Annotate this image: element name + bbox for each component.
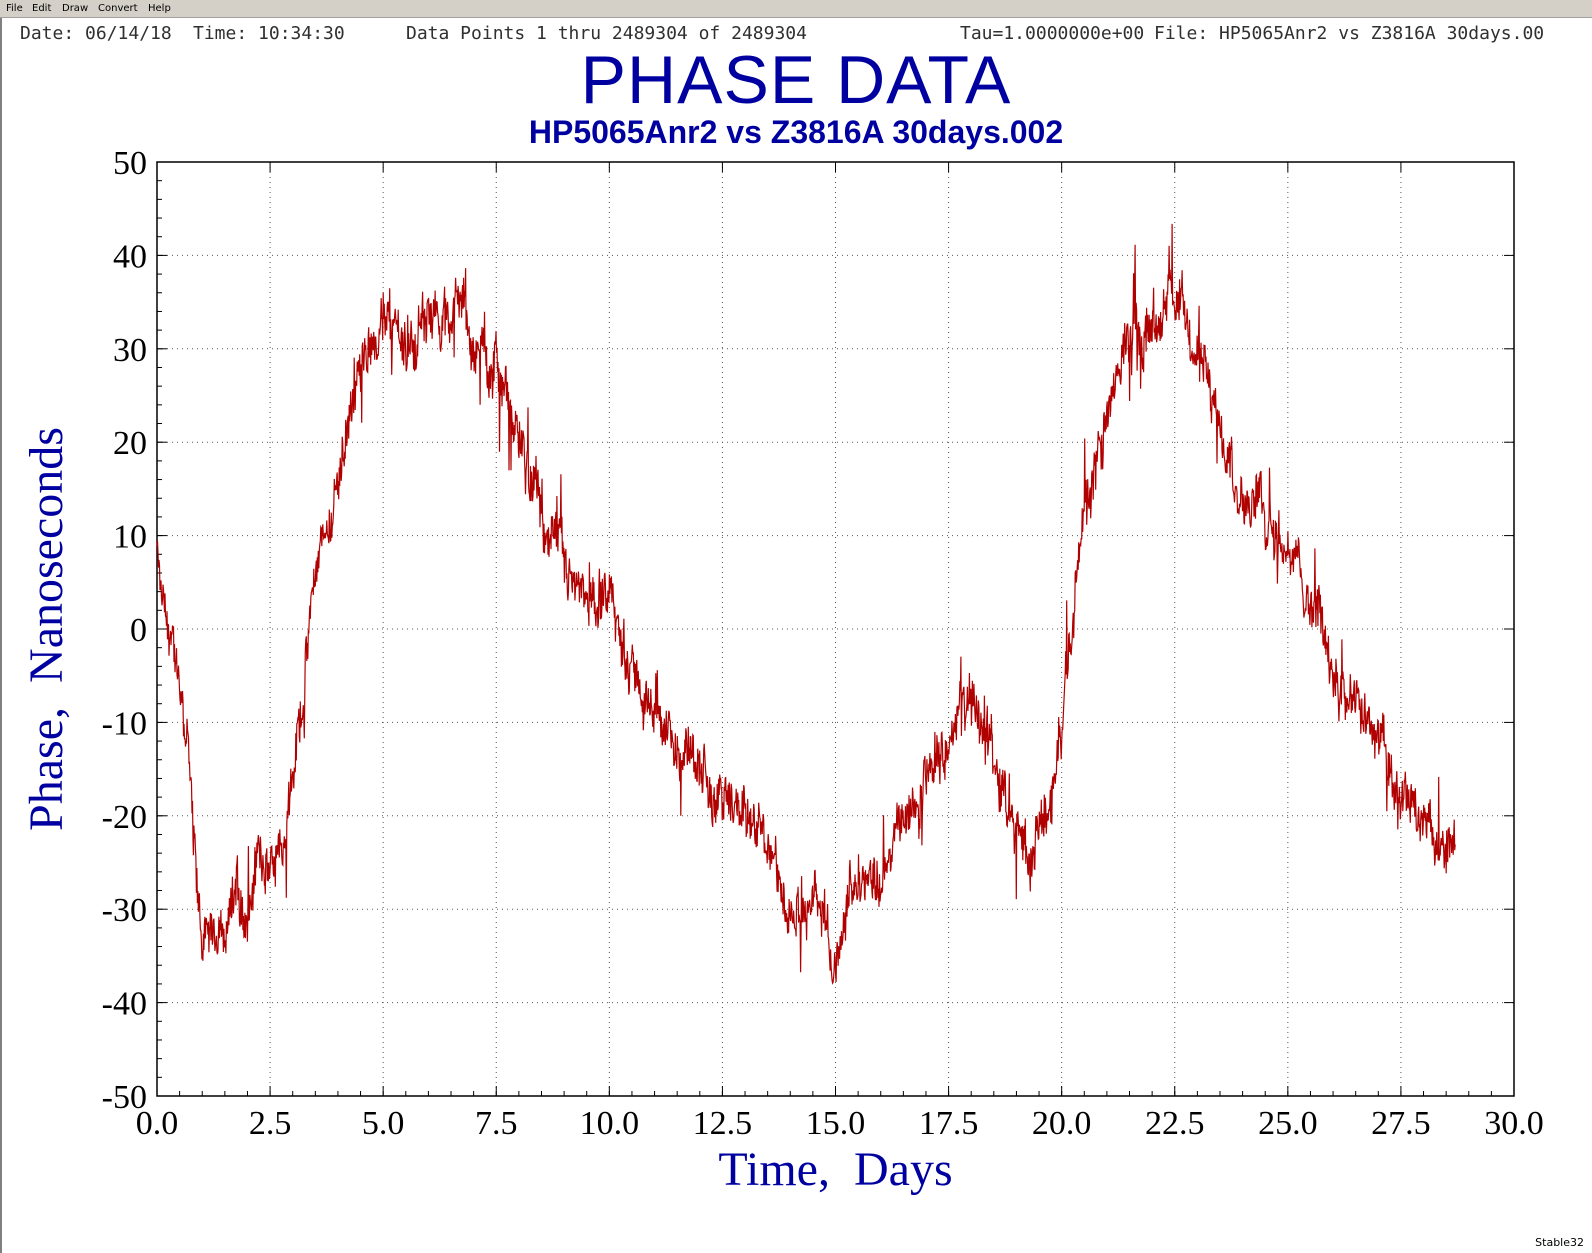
- x-tick-label: 27.5: [1371, 1105, 1431, 1142]
- menu-bar: File Edit Draw Convert Help: [0, 0, 1592, 18]
- y-tick-label: 0: [130, 612, 147, 649]
- window-left-edge: [0, 18, 2, 1253]
- y-tick-label: -50: [102, 1079, 147, 1116]
- x-tick-label: 22.5: [1145, 1105, 1205, 1142]
- header-file: File: HP5065Anr2 vs Z3816A 30days.00: [1154, 23, 1545, 44]
- x-tick-label: 17.5: [919, 1105, 979, 1142]
- y-tick-label: -20: [102, 799, 147, 836]
- menu-file[interactable]: File: [6, 3, 23, 14]
- y-tick-label: 10: [113, 519, 147, 556]
- x-axis-label: Time, Days: [718, 1143, 952, 1196]
- header-date: Date: 06/14/18: [20, 23, 172, 44]
- menu-draw[interactable]: Draw: [62, 3, 89, 14]
- chart-subtitle: HP5065Anr2 vs Z3816A 30days.002: [528, 114, 1064, 150]
- header-data-points: Data Points 1 thru 2489304 of 2489304: [406, 23, 807, 44]
- x-tick-label: 2.5: [249, 1105, 292, 1142]
- x-tick-label: 10.0: [580, 1105, 640, 1142]
- chart-title: PHASE DATA: [580, 42, 1012, 118]
- y-tick-label: 20: [113, 425, 147, 462]
- menu-edit[interactable]: Edit: [32, 3, 52, 14]
- x-tick-label: 5.0: [362, 1105, 405, 1142]
- y-tick-label: 50: [113, 145, 147, 182]
- x-tick-label: 7.5: [475, 1105, 518, 1142]
- x-tick-label: 20.0: [1032, 1105, 1092, 1142]
- menu-help[interactable]: Help: [148, 3, 171, 14]
- y-tick-label: -30: [102, 892, 147, 929]
- plot-frame: [156, 161, 1515, 1097]
- y-tick-label: -40: [102, 986, 147, 1023]
- y-tick-label: -10: [102, 705, 147, 742]
- x-tick-label: 12.5: [693, 1105, 753, 1142]
- header-tau: Tau=1.0000000e+00: [960, 23, 1145, 44]
- y-tick-label: 30: [113, 332, 147, 369]
- menu-convert[interactable]: Convert: [98, 3, 138, 14]
- y-axis-label: Phase, Nanoseconds: [20, 427, 73, 831]
- header-time: Time: 10:34:30: [193, 23, 345, 44]
- x-tick-label: 25.0: [1258, 1105, 1318, 1142]
- phase-data-line: [156, 223, 1456, 985]
- x-tick-label: 15.0: [806, 1105, 866, 1142]
- y-tick-label: 40: [113, 238, 147, 275]
- x-tick-label: 30.0: [1484, 1105, 1544, 1142]
- footer-app-name: Stable32: [1535, 1236, 1584, 1249]
- x-tick-label: 0.0: [136, 1105, 179, 1142]
